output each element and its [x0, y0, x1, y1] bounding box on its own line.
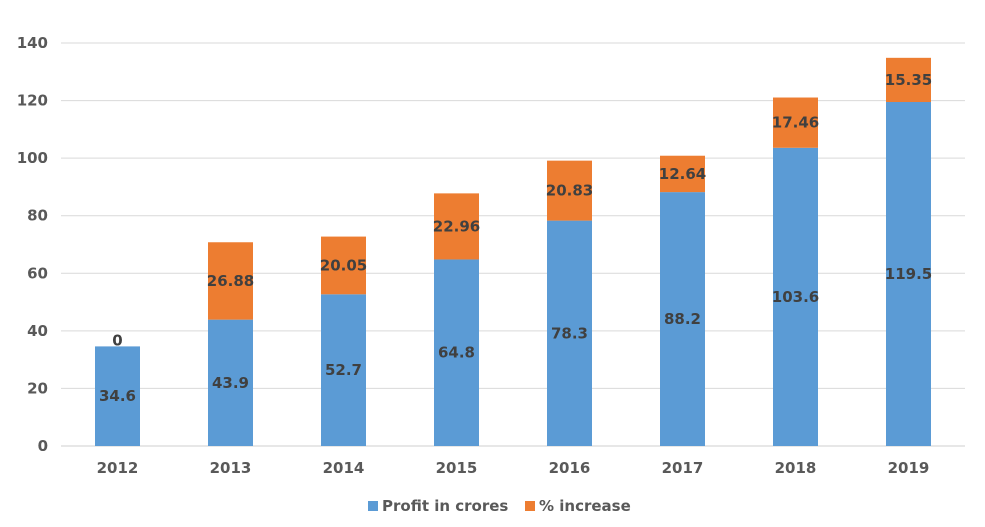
- data-label-profit-2013: 43.9: [212, 374, 249, 392]
- data-label-profit-2019: 119.5: [885, 265, 932, 283]
- bar-profit-2014: [321, 294, 366, 446]
- x-tick-label-2017: 2017: [662, 459, 704, 477]
- data-label-profit-2015: 64.8: [438, 344, 475, 362]
- y-tick-label-60: 60: [27, 264, 48, 282]
- data-label-increase-2014: 20.05: [320, 256, 367, 274]
- data-label-increase-2012: 0: [112, 331, 122, 349]
- y-tick-label-140: 140: [17, 34, 48, 52]
- legend-label-increase: % increase: [539, 497, 631, 515]
- bar-profit-2015: [434, 259, 479, 446]
- data-label-profit-2014: 52.7: [325, 361, 362, 379]
- grid-layer: [61, 42, 965, 447]
- data-label-increase-2015: 22.96: [433, 217, 480, 235]
- data-label-profit-2018: 103.6: [772, 288, 819, 306]
- y-tick-label-20: 20: [27, 379, 48, 397]
- data-label-increase-2016: 20.83: [546, 182, 593, 200]
- x-axis: 2012 2013 2014 2015 2016 2017 2018 2019: [97, 459, 930, 477]
- y-tick-label-40: 40: [27, 322, 48, 340]
- bar-profit-2017: [660, 192, 705, 446]
- x-tick-label-2012: 2012: [97, 459, 139, 477]
- bar-increase-2013: [208, 242, 253, 320]
- data-labels-layer: 34.6 0 43.9 26.88 52.7 20.05 64.8 22.96 78.3 20.8…: [99, 71, 932, 405]
- bar-increase-2015: [434, 193, 479, 260]
- data-label-profit-2012: 34.6: [99, 387, 136, 405]
- x-tick-label-2019: 2019: [888, 459, 930, 477]
- x-tick-label-2013: 2013: [210, 459, 252, 477]
- data-label-profit-2017: 88.2: [664, 310, 701, 328]
- y-tick-label-100: 100: [17, 149, 48, 167]
- x-tick-label-2014: 2014: [323, 459, 365, 477]
- x-tick-label-2015: 2015: [436, 459, 478, 477]
- bar-profit-2016: [547, 220, 592, 446]
- y-tick-label-120: 120: [17, 92, 48, 110]
- legend: Profit in crores % increase: [368, 497, 631, 515]
- data-label-increase-2018: 17.46: [772, 114, 819, 132]
- data-label-profit-2016: 78.3: [551, 324, 588, 342]
- bar-profit-2012: [95, 346, 140, 446]
- bar-increase-2018: [773, 97, 818, 148]
- data-label-increase-2017: 12.64: [659, 165, 706, 183]
- legend-swatch-increase: [525, 501, 535, 511]
- bar-profit-2019: [886, 102, 931, 446]
- bar-increase-2017: [660, 155, 705, 193]
- bar-increase-2016: [547, 160, 592, 221]
- legend-swatch-profit: [368, 501, 378, 511]
- bar-increase-2014: [321, 236, 366, 295]
- bar-increase-2019: [886, 57, 931, 103]
- data-label-increase-2013: 26.88: [207, 272, 254, 290]
- x-tick-label-2018: 2018: [775, 459, 817, 477]
- y-tick-label-80: 80: [27, 207, 48, 225]
- x-tick-label-2016: 2016: [549, 459, 591, 477]
- bar-profit-2018: [773, 147, 818, 446]
- y-axis: 0 20 40 60 80 100 120 140: [17, 34, 48, 455]
- bars-layer: [95, 57, 931, 446]
- bar-profit-2013: [208, 319, 253, 446]
- data-label-increase-2019: 15.35: [885, 71, 932, 89]
- y-tick-label-0: 0: [38, 437, 48, 455]
- legend-label-profit: Profit in crores: [382, 497, 508, 515]
